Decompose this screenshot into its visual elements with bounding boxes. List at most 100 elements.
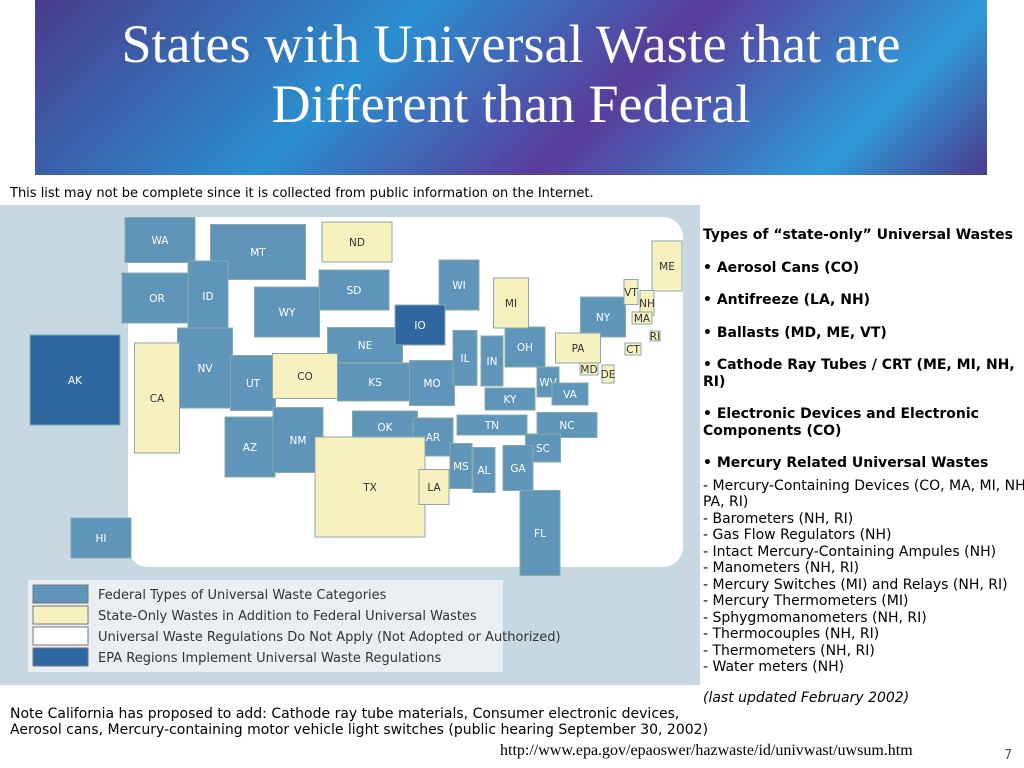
state-label: FL [534, 528, 546, 540]
legend-label: Federal Types of Universal Waste Categor… [98, 588, 387, 603]
state [536, 412, 598, 438]
state-label: VA [563, 389, 578, 401]
bullet: • Aerosol Cans (CO) [703, 259, 860, 276]
bullet: • Mercury Related Universal Wastes [703, 455, 989, 471]
legend-swatch [32, 626, 89, 646]
state [318, 269, 390, 311]
state-label: VT [624, 287, 638, 299]
state-label: RI [650, 331, 660, 343]
intro: This list may not be complete since it i… [10, 186, 594, 201]
state-label: NV [197, 363, 213, 375]
state-label: WA [152, 235, 170, 247]
bullet: • Electronic Devices and Electronic Comp… [703, 406, 979, 439]
state-label: SD [347, 285, 362, 297]
bullet: • Antifreeze (LA, NH) [703, 292, 871, 308]
legend-label: Universal Waste Regulations Do Not Apply… [98, 630, 561, 645]
state [449, 443, 473, 489]
state [321, 221, 393, 263]
state [519, 490, 561, 576]
state-label: ID [202, 291, 213, 303]
state [579, 362, 599, 376]
state-label: MD [580, 364, 597, 376]
state-label: CO [297, 371, 313, 383]
state-label: DE [601, 369, 616, 381]
state-label: AR [426, 432, 440, 444]
state-label: MS [453, 461, 469, 473]
state [438, 259, 480, 311]
state-label: IL [461, 353, 470, 365]
state [418, 469, 450, 505]
state-label: OR [149, 293, 165, 305]
state [624, 342, 642, 356]
state-label: LA [427, 482, 441, 494]
state-label: WI [452, 280, 465, 292]
state [134, 342, 180, 454]
legend-swatch [32, 605, 89, 625]
state-label: UT [246, 378, 261, 390]
state [631, 311, 653, 325]
state-label: ME [659, 261, 675, 273]
title-banner: States with Universal Waste that are Dif… [35, 0, 987, 175]
state-label: WY [279, 307, 296, 319]
state-label: AZ [243, 442, 257, 454]
state [651, 240, 683, 292]
state [502, 445, 534, 491]
state [551, 382, 589, 406]
state-label: ND [349, 237, 365, 249]
item: - Thermocouples (NH, RI) [703, 626, 880, 642]
updated: (last updated February 2002) [703, 689, 910, 706]
state-label: KS [368, 377, 382, 389]
state [230, 355, 276, 411]
item: - Manometers (NH, RI) [703, 560, 860, 576]
bullet: • Cathode Ray Tubes / CRT (ME, MI, NH, R… [703, 357, 1015, 390]
state-label: NC [559, 420, 574, 432]
state [70, 517, 132, 559]
state [649, 330, 661, 342]
state [504, 326, 546, 368]
state [452, 330, 478, 386]
state-label: GA [510, 463, 526, 475]
state [124, 217, 196, 263]
side-panel: Types of “state-only” Universal Wastes • … [703, 227, 1024, 706]
state [601, 364, 615, 384]
state-label: CA [150, 393, 165, 405]
state [337, 362, 413, 402]
state-label: NM [290, 435, 307, 447]
item: - Barometers (NH, RI) [703, 510, 854, 527]
item: - Mercury Switches (MI) and Relays (NH, … [703, 576, 1008, 593]
state-label: IN [487, 356, 498, 368]
state [580, 296, 626, 338]
state-label: MO [423, 378, 440, 390]
state [187, 260, 229, 332]
item: - Gas Flow Regulators (NH) [703, 527, 892, 543]
item: - Intact Mercury-Containing Ampules (NH) [703, 543, 997, 560]
state [272, 353, 338, 399]
panel-heading: Types of “state-only” Universal Wastes [703, 227, 1013, 243]
state-label: MA [634, 313, 651, 325]
state [177, 327, 233, 409]
legend-box [28, 580, 503, 672]
note: Note California has proposed to add: Cat… [10, 706, 709, 738]
state-label: IO [414, 320, 425, 332]
legend-swatch [32, 647, 89, 667]
item: - Water meters (NH) [703, 659, 845, 675]
bullet: • Ballasts (MD, ME, VT) [703, 324, 887, 341]
state [224, 416, 276, 478]
state [493, 277, 529, 329]
state [409, 360, 455, 406]
source-url: http://www.epa.gov/epaoswer/hazwaste/id/… [500, 742, 913, 759]
state [456, 414, 528, 436]
title: States with Universal Waste that are Dif… [121, 14, 901, 135]
state-label: OK [377, 422, 393, 434]
legend-label: State-Only Wastes in Addition to Federal… [98, 609, 477, 624]
state-label: CT [626, 344, 640, 356]
state [484, 387, 536, 411]
state [472, 447, 496, 493]
item: - Mercury Thermometers (MI) [703, 593, 909, 609]
state-label: TN [484, 420, 499, 432]
state [480, 335, 504, 387]
state-label: HI [96, 533, 107, 545]
page-number: 7 [1004, 748, 1013, 763]
